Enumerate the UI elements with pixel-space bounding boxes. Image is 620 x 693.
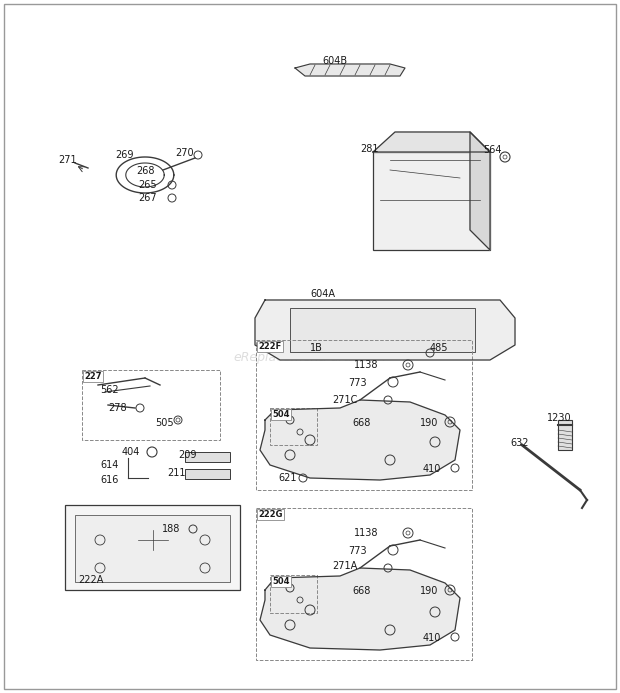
Text: 1138: 1138 xyxy=(354,360,378,370)
Polygon shape xyxy=(255,300,515,360)
Text: 227: 227 xyxy=(84,372,102,381)
Text: 404: 404 xyxy=(122,447,140,457)
Bar xyxy=(290,308,475,352)
Bar xyxy=(373,152,490,250)
Text: 281: 281 xyxy=(360,144,378,154)
Text: 190: 190 xyxy=(420,418,438,428)
Text: 621: 621 xyxy=(278,473,296,483)
Text: 278: 278 xyxy=(108,403,126,413)
Text: 222G: 222G xyxy=(258,510,283,519)
Text: 614: 614 xyxy=(100,460,118,470)
Text: 668: 668 xyxy=(352,586,370,596)
Text: 269: 269 xyxy=(115,150,133,160)
Text: 271C: 271C xyxy=(332,395,357,405)
Polygon shape xyxy=(373,132,490,152)
Text: 270: 270 xyxy=(175,148,193,158)
Bar xyxy=(82,370,220,440)
Text: 773: 773 xyxy=(348,546,366,556)
Bar xyxy=(558,420,572,450)
Text: 1230: 1230 xyxy=(547,413,572,423)
Text: 265: 265 xyxy=(138,180,157,190)
Text: eReplacementParts.com: eReplacementParts.com xyxy=(234,351,386,364)
Text: 410: 410 xyxy=(423,464,441,474)
Text: 1B: 1B xyxy=(310,343,323,353)
Text: 410: 410 xyxy=(423,633,441,643)
Text: 222A: 222A xyxy=(78,575,104,585)
Text: 271: 271 xyxy=(58,155,77,165)
Text: 268: 268 xyxy=(136,166,154,176)
Text: 211: 211 xyxy=(167,468,185,478)
Text: 271A: 271A xyxy=(332,561,357,571)
Bar xyxy=(185,469,230,479)
Text: 668: 668 xyxy=(352,418,370,428)
Text: 505: 505 xyxy=(155,418,174,428)
Text: 485: 485 xyxy=(430,343,448,353)
Polygon shape xyxy=(260,400,460,480)
Text: 604B: 604B xyxy=(322,56,347,66)
Bar xyxy=(75,515,230,582)
Text: 504: 504 xyxy=(272,410,290,419)
Text: 564: 564 xyxy=(483,145,502,155)
Polygon shape xyxy=(295,64,405,76)
Text: 267: 267 xyxy=(138,193,157,203)
Text: 504: 504 xyxy=(272,577,290,586)
Polygon shape xyxy=(470,132,490,250)
Bar xyxy=(65,505,240,590)
Bar xyxy=(256,340,472,490)
Text: 190: 190 xyxy=(420,586,438,596)
Text: 209: 209 xyxy=(178,450,197,460)
Text: 188: 188 xyxy=(162,524,180,534)
Text: 604A: 604A xyxy=(310,289,335,299)
Text: 632: 632 xyxy=(510,438,528,448)
Bar xyxy=(185,452,230,462)
Bar xyxy=(270,575,317,613)
Text: 1138: 1138 xyxy=(354,528,378,538)
Bar xyxy=(270,408,317,445)
Polygon shape xyxy=(260,568,460,650)
Text: 222F: 222F xyxy=(258,342,281,351)
Bar xyxy=(256,508,472,660)
Text: 562: 562 xyxy=(100,385,118,395)
Text: 616: 616 xyxy=(100,475,118,485)
Text: 773: 773 xyxy=(348,378,366,388)
